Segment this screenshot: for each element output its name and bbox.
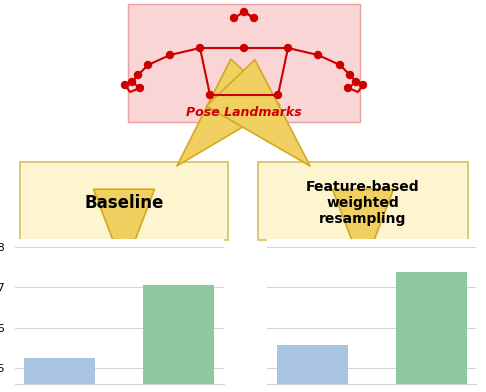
Bar: [143, 285, 214, 392]
Circle shape: [196, 45, 204, 51]
FancyBboxPatch shape: [258, 162, 468, 240]
Circle shape: [128, 78, 136, 85]
Circle shape: [284, 45, 292, 51]
FancyBboxPatch shape: [20, 162, 228, 240]
Text: Baseline: Baseline: [84, 194, 164, 212]
Circle shape: [347, 71, 353, 78]
Text: Feature-based
weighted
resampling: Feature-based weighted resampling: [306, 180, 420, 226]
Circle shape: [122, 82, 128, 89]
Circle shape: [345, 85, 351, 91]
Bar: [396, 272, 467, 392]
Circle shape: [144, 62, 152, 69]
Circle shape: [275, 91, 281, 98]
Circle shape: [336, 62, 344, 69]
Bar: [24, 358, 95, 392]
Circle shape: [135, 71, 141, 78]
FancyBboxPatch shape: [128, 4, 360, 122]
Circle shape: [241, 45, 247, 51]
Circle shape: [241, 9, 247, 16]
Circle shape: [250, 15, 258, 22]
Circle shape: [360, 82, 366, 89]
Bar: [277, 345, 348, 392]
Circle shape: [230, 15, 238, 22]
Circle shape: [207, 91, 213, 98]
Circle shape: [167, 51, 174, 58]
Circle shape: [137, 85, 143, 91]
Circle shape: [352, 78, 360, 85]
Text: Pose Landmarks: Pose Landmarks: [186, 105, 302, 118]
Circle shape: [314, 51, 322, 58]
